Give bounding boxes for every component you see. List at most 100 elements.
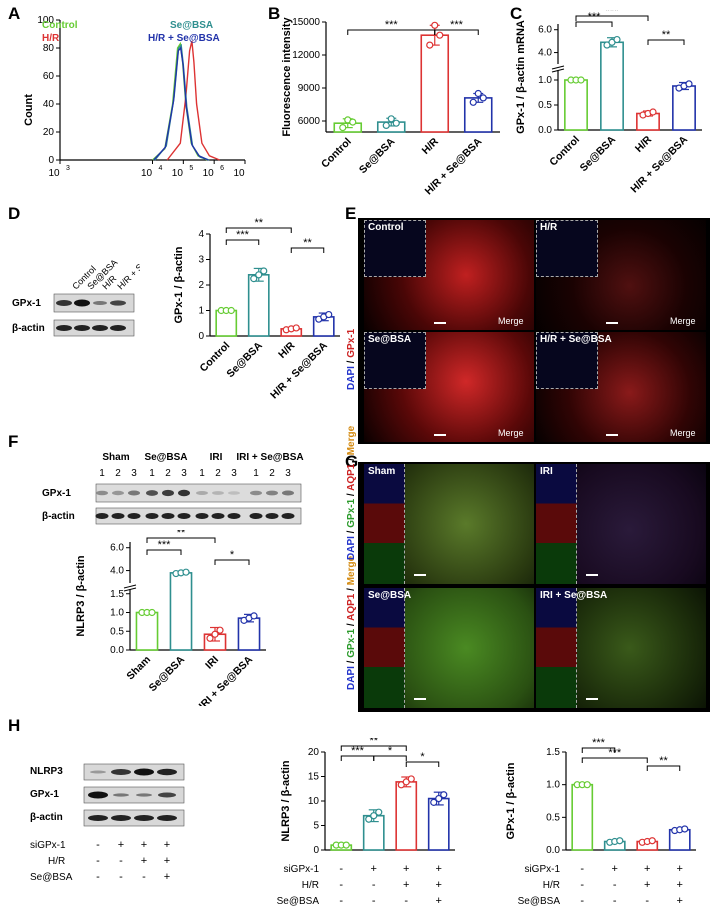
data-point [681,825,689,833]
f-group-2: Se@BSA [144,452,187,463]
f-lane-number: 1 [149,468,155,479]
y-axis-label: Fluorescence intensity [281,17,293,137]
bar [395,781,418,851]
cond-sign: + [164,839,170,851]
data-point [349,118,357,126]
ytick-label: 5 [313,821,319,832]
significance-label: *** [385,19,399,31]
cond-sign: + [403,863,409,875]
ytick-label: 0 [313,845,319,856]
data-point [430,798,438,806]
ytick-label: 2 [198,280,204,291]
axis-break-mark [123,587,137,592]
cond-sign: - [96,855,100,867]
data-point [685,80,693,88]
e-merge-1: Merge [498,316,524,326]
f-lane-number: 2 [269,468,275,479]
significance-label: *** [236,229,250,241]
category-label: H/R [276,339,298,361]
band [158,792,176,798]
data-point [382,121,390,130]
panel-letter-c: C [510,4,523,23]
band [74,325,90,331]
a-xtick-label: 10 [48,168,60,179]
data-point [469,98,477,106]
cond-sign: - [580,863,584,875]
ytick-label: 1.5 [110,589,124,600]
e-inset-dapi [364,332,426,389]
a-xtick-label: 10 [233,168,245,179]
e-scale-bar [606,434,618,436]
ytick-label: 1.0 [110,608,124,619]
band [266,490,278,496]
bar [463,97,493,133]
bar [215,309,238,337]
bar [420,34,450,133]
significance-label: *** [608,747,622,759]
cond-sign: + [677,879,683,891]
band [134,768,154,776]
band [157,815,177,821]
h-membrane-gpx [83,786,185,804]
data-point [431,21,439,29]
f-lane-number: 1 [99,468,105,479]
data-point [342,841,350,849]
e-merge-4: Merge [670,428,696,438]
e-inset-dapi [364,220,426,277]
bar [672,85,696,131]
panel-a-histogram: 020406080100103104105106100 Control H/R … [23,15,246,179]
cond-sign: - [119,871,123,883]
data-point [392,119,400,127]
data-point [206,634,214,642]
a-ylabel: Count [23,94,35,126]
category-label: Sham [124,654,153,683]
bar [564,79,588,131]
category-label: H/R [420,135,442,157]
data-point [255,271,263,279]
panel-d-blot-svg: Control Se@BSA H/R H/R + Se@BSA GPx-1 β-… [12,239,168,337]
data-point [426,41,434,49]
y-axis-label: GPx-1 / β-actin mRNA [515,20,527,134]
band [162,489,174,497]
data-point [365,815,373,823]
cond-sign: + [644,863,650,875]
data-point [474,89,482,98]
significance-bracket [434,29,479,35]
a-xtick-exp: 6 [220,165,224,172]
band [111,815,131,821]
significance-bracket [225,227,292,233]
e-label-sebsa: Se@BSA [368,334,412,345]
data-point [216,626,224,634]
band [161,513,175,519]
g-scale-bar [414,574,426,576]
ytick-label: 6.0 [110,543,124,554]
h-cond-label-2: H/R [48,856,65,867]
significance-bracket [146,537,216,543]
cond-sign: - [404,895,408,907]
data-point [325,310,333,319]
category-label: Control [547,134,582,169]
cond-sign: - [645,895,649,907]
a-xtick-label: 10 [203,168,215,179]
cond-sign: - [613,895,617,907]
a-ytick-label: 40 [43,99,55,110]
e-label-hr-sebsa: H/R + Se@BSA [540,334,612,345]
panel-letter-f: F [8,432,19,451]
ytick-label: 0 [198,331,204,342]
h-row-actin: β-actin [30,812,63,823]
axis-break-mark [123,584,137,589]
panel-letter-a: A [8,4,21,23]
cond-sign: - [339,895,343,907]
band [211,513,225,519]
band [250,490,262,496]
a-xtick-label: 10 [172,168,184,179]
band [110,300,126,306]
significance-bracket [214,559,250,565]
ytick-label: 9000 [298,83,321,94]
f-lane-number: 1 [253,468,259,479]
bar [135,611,159,651]
ytick-label: 12000 [292,50,320,61]
cond-sign: + [403,879,409,891]
